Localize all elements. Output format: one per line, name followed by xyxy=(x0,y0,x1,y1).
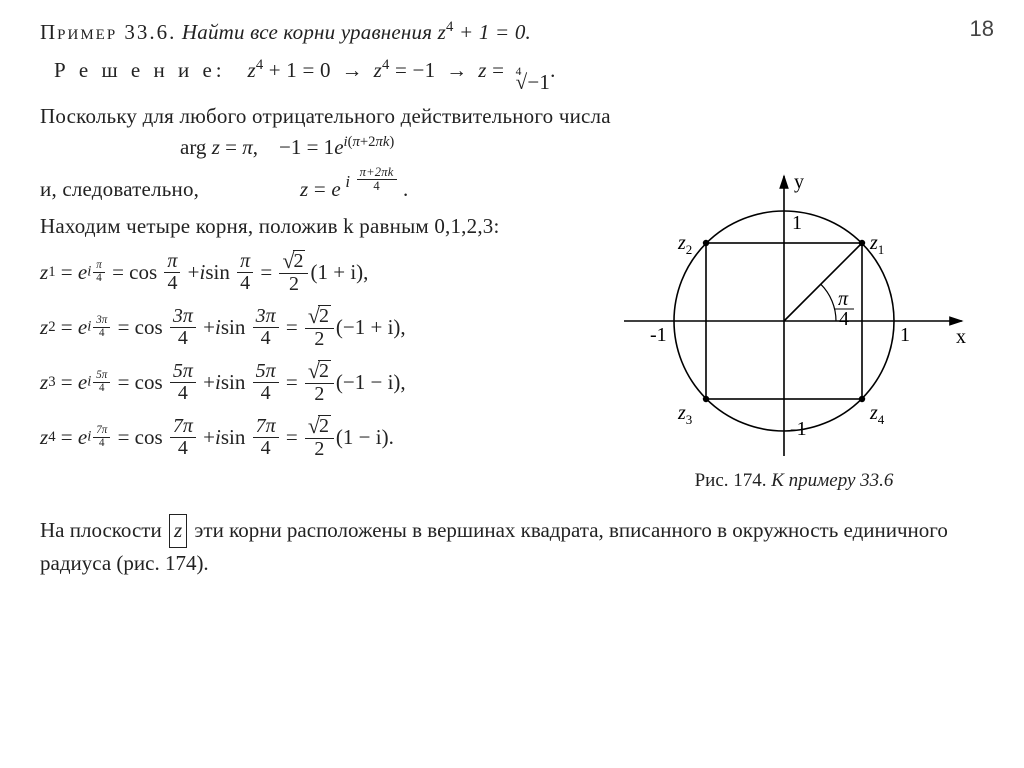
unit-circle-diagram: y x 1 1 -1 -1 π4 z1 z2 z3 z4 xyxy=(614,166,974,466)
example-title: Пример 33.6. Найти все корни уравнения z… xyxy=(40,18,984,46)
svg-text:z3: z3 xyxy=(677,402,692,427)
neg-real-line: Поскольку для любого отрицательного дейс… xyxy=(40,102,984,130)
therefore-line: и, следовательно, z = e i π+2πk 4 . xyxy=(40,166,604,203)
root-1: z1 = eiπ4 = cos π4 + i sin π4 = √22 (1 +… xyxy=(40,250,604,295)
svg-text:-1: -1 xyxy=(650,324,667,346)
title-text: Найти все корни уравнения xyxy=(182,20,432,44)
root-2: z2 = ei3π4 = cos 3π4 + i sin 3π4 = √22 (… xyxy=(40,305,604,350)
fourth-root: 4 √−1 xyxy=(510,68,550,96)
svg-text:y: y xyxy=(794,171,804,193)
svg-text:z2: z2 xyxy=(677,232,692,257)
svg-text:z4: z4 xyxy=(869,402,885,427)
title-equation: z xyxy=(438,20,446,44)
svg-text:1: 1 xyxy=(900,324,910,346)
arg-equation: arg z = π, −1 = 1ei(π+2πk) xyxy=(180,134,984,160)
svg-text:4: 4 xyxy=(839,308,849,330)
solution-line: Р е ш е н и е: z4 + 1 = 0 → z4 = −1 → z … xyxy=(54,56,984,95)
root-4: z4 = ei7π4 = cos 7π4 + i sin 7π4 = √22 (… xyxy=(40,415,604,460)
svg-text:-1: -1 xyxy=(790,418,807,440)
svg-text:x: x xyxy=(956,326,966,348)
svg-text:1: 1 xyxy=(792,212,802,234)
solution-label: Р е ш е н и е: xyxy=(54,59,226,83)
roots-list: z1 = eiπ4 = cos π4 + i sin π4 = √22 (1 +… xyxy=(40,250,604,460)
title-label: Пример 33.6. xyxy=(40,20,176,44)
boxed-z: z xyxy=(169,514,187,548)
svg-text:z1: z1 xyxy=(869,232,884,257)
page-number: 18 xyxy=(970,16,994,42)
svg-text:π: π xyxy=(838,288,849,310)
root-3: z3 = ei5π4 = cos 5π4 + i sin 5π4 = √22 (… xyxy=(40,360,604,405)
conclusion-paragraph: На плоскости z эти корни расположены в в… xyxy=(40,514,984,579)
find-roots-line: Находим четыре корня, положив k равным 0… xyxy=(40,212,604,240)
figure-caption: Рис. 174. К примеру 33.6 xyxy=(604,470,984,492)
